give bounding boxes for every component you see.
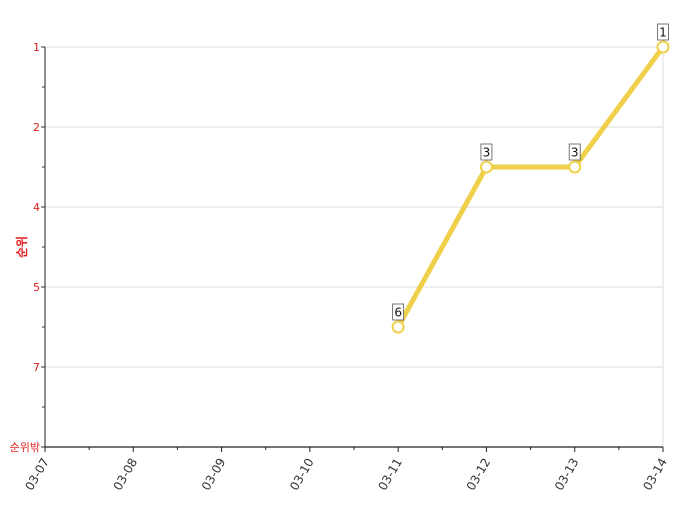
y-axis-label: 순위 [15, 236, 29, 258]
x-tick-label: 03-13 [552, 456, 582, 493]
data-label: 1 [659, 26, 667, 40]
y-tick-label: 4 [33, 201, 40, 214]
data-label: 3 [571, 146, 579, 160]
data-label-box [480, 143, 493, 161]
data-point[interactable] [568, 160, 582, 174]
y-tick-labels: 1 2 4 5 7 순위밖 [10, 41, 40, 454]
data-labels: 6 3 3 1 [392, 23, 669, 321]
data-label: 3 [483, 146, 491, 160]
x-tick-label: 03-08 [111, 456, 141, 493]
y-tick-label: 2 [33, 121, 40, 134]
series-layer [391, 40, 670, 334]
data-label-box [568, 143, 581, 161]
data-point[interactable] [391, 320, 405, 334]
y-tick-label: 1 [33, 41, 40, 54]
y-tick-label: 5 [33, 281, 40, 294]
data-label: 6 [394, 306, 402, 320]
x-tick-label: 03-07 [22, 456, 52, 493]
series-line [395, 44, 666, 330]
data-point[interactable] [479, 160, 493, 174]
data-label-box [392, 303, 405, 321]
x-tick-label: 03-14 [640, 456, 670, 493]
y-tick-label: 순위밖 [10, 441, 40, 454]
x-tick-labels: 03-07 03-08 03-09 03-10 03-11 03-12 03-13 03-14 [22, 456, 670, 493]
data-label-box [657, 23, 669, 41]
x-tick-label: 03-10 [287, 456, 317, 493]
data-point[interactable] [656, 40, 670, 54]
grid-lines [45, 46, 664, 447]
y-tick-label: 7 [33, 361, 40, 374]
x-tick-label: 03-09 [199, 456, 229, 493]
x-tick-label: 03-11 [375, 456, 405, 493]
x-tick-label: 03-12 [464, 456, 494, 493]
axes [41, 46, 664, 452]
